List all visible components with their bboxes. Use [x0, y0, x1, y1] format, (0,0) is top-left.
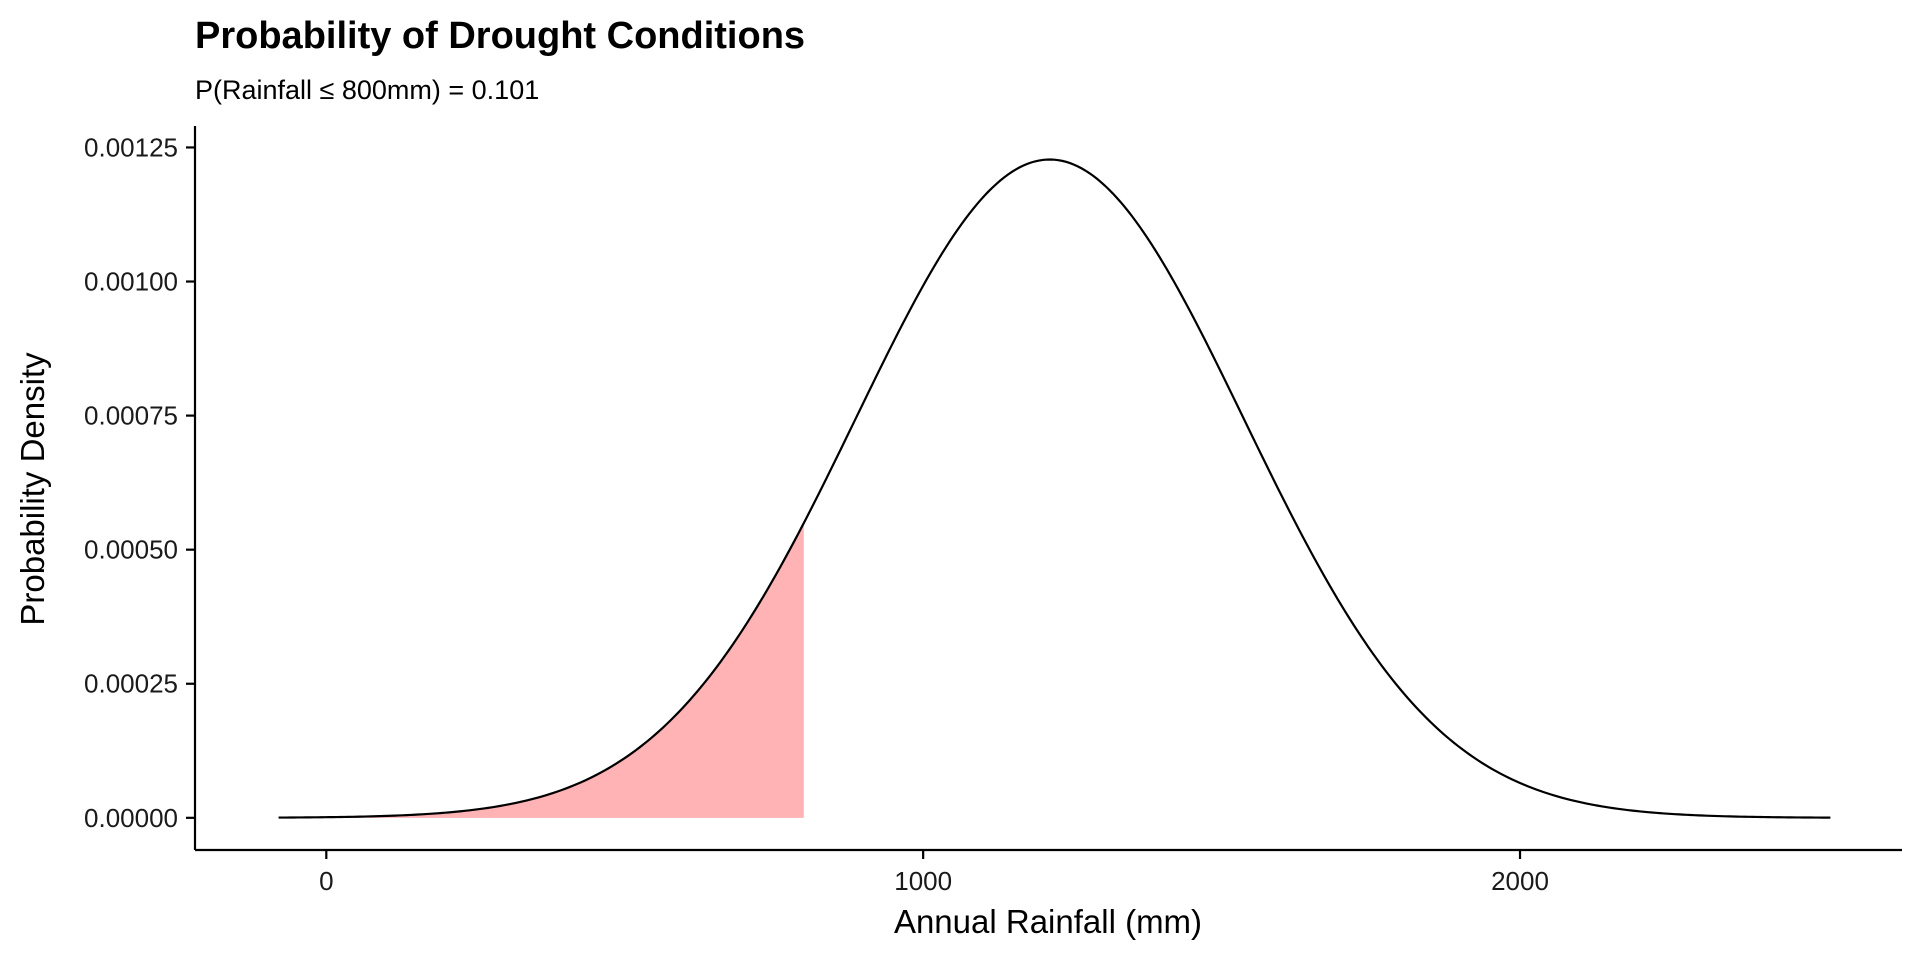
- density-curve: [278, 158, 1831, 819]
- y-tick-label: 0.00075: [84, 401, 178, 431]
- plot-area: [278, 158, 1831, 819]
- x-tick-label: 0: [319, 866, 333, 896]
- x-axis-title: Annual Rainfall (mm): [894, 903, 1202, 940]
- chart-subtitle: P(Rainfall ≤ 800mm) = 0.101: [195, 75, 539, 105]
- x-tick-label: 1000: [894, 866, 952, 896]
- y-tick-label: 0.00025: [84, 669, 178, 699]
- y-tick-label: 0.00125: [84, 132, 178, 162]
- y-tick-label: 0.00000: [84, 803, 178, 833]
- x-axis-ticks: 0 1000 2000: [319, 850, 1549, 896]
- y-tick-label: 0.00100: [84, 267, 178, 297]
- x-tick-label: 2000: [1491, 866, 1549, 896]
- y-axis-ticks: 0.00000 0.00025 0.00050 0.00075 0.00100 0.001…: [84, 132, 195, 833]
- y-tick-label: 0.00050: [84, 535, 178, 565]
- y-axis-title: Probability Density: [14, 352, 51, 626]
- drought-probability-shaded-area: [278, 523, 804, 818]
- chart-title: Probability of Drought Conditions: [195, 15, 805, 57]
